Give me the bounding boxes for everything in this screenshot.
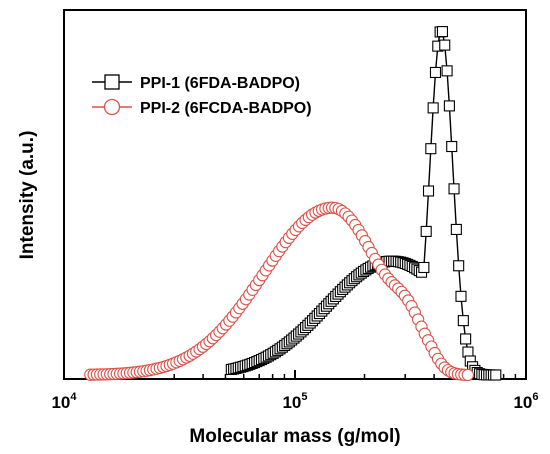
data-point: [455, 290, 467, 302]
data-point: [446, 140, 458, 153]
data-point: [425, 143, 437, 155]
legend-marker-ppi-2: [103, 98, 121, 116]
legend: PPI-1 (6FDA-BADPO) PPI-2 (6FCDA-BADPO): [92, 74, 312, 117]
x-axis-ticks: 104 105 106: [51, 370, 539, 412]
legend-marker-ppi-1: [104, 74, 120, 90]
data-point: [427, 102, 439, 114]
data-point: [418, 261, 430, 274]
data-point: [436, 26, 448, 38]
data-point: [441, 65, 453, 77]
y-axis-title: Intensity (a.u.): [17, 131, 38, 260]
plot-frame: [63, 9, 527, 380]
data-point: [429, 66, 442, 79]
data-point: [443, 100, 455, 112]
x-axis-title: Molecular mass (g/mol): [189, 426, 400, 447]
x-tick-label: 104: [51, 391, 77, 412]
series-2: [84, 201, 474, 382]
data-point: [457, 315, 469, 327]
data-point: [420, 225, 432, 237]
data-point: [460, 333, 472, 345]
data-point: [439, 39, 451, 51]
data-point: [450, 223, 462, 235]
legend-label-ppi-2: PPI-2 (6FCDA-BADPO): [140, 100, 312, 117]
data-point: [461, 368, 474, 382]
series-layer: [84, 26, 502, 382]
legend-item-ppi-2: PPI-2 (6FCDA-BADPO): [92, 98, 312, 117]
data-point: [422, 185, 435, 197]
x-tick-label: 105: [282, 391, 307, 412]
data-point: [448, 183, 460, 195]
legend-item-ppi-1: PPI-1 (6FDA-BADPO): [92, 74, 300, 92]
series-1: [225, 26, 502, 381]
legend-label-ppi-1: PPI-1 (6FDA-BADPO): [140, 75, 300, 92]
data-point: [490, 369, 502, 381]
plot-area: [63, 9, 527, 380]
x-tick-label: 106: [513, 391, 538, 412]
data-point: [453, 260, 465, 272]
